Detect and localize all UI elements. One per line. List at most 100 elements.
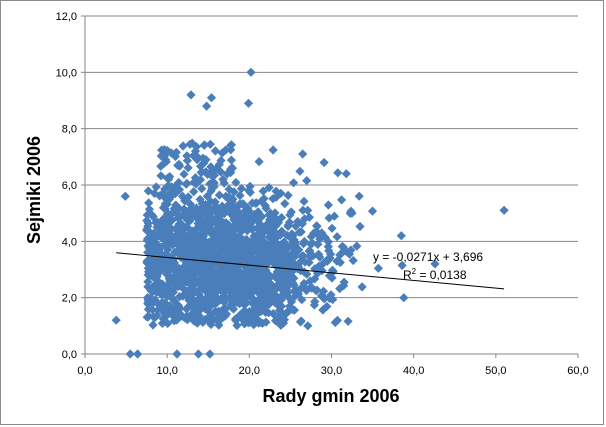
- data-point: [303, 321, 313, 331]
- data-point: [262, 223, 272, 233]
- data-point: [191, 142, 202, 152]
- data-point: [142, 225, 152, 236]
- data-point: [318, 286, 329, 296]
- data-point: [218, 292, 228, 302]
- data-point: [251, 272, 261, 282]
- data-point: [194, 290, 204, 300]
- data-point: [143, 293, 153, 303]
- data-point: [289, 178, 299, 188]
- data-point: [288, 247, 298, 257]
- data-point: [231, 263, 241, 273]
- data-point: [324, 271, 334, 281]
- data-point: [120, 191, 130, 201]
- data-point: [254, 157, 264, 167]
- data-point: [207, 270, 217, 280]
- data-point: [150, 295, 160, 305]
- data-point: [192, 316, 202, 326]
- data-point: [207, 242, 218, 252]
- data-point: [296, 316, 306, 326]
- data-point: [250, 239, 260, 249]
- data-point: [300, 257, 310, 267]
- data-point: [240, 262, 250, 272]
- data-point: [243, 318, 253, 328]
- data-point: [186, 90, 196, 100]
- data-point: [319, 294, 329, 304]
- data-point: [248, 298, 258, 308]
- data-point: [214, 190, 224, 200]
- data-point: [273, 294, 283, 304]
- data-point: [164, 284, 175, 294]
- data-point: [261, 203, 271, 213]
- data-point: [344, 249, 354, 259]
- data-point: [277, 226, 287, 236]
- data-point: [229, 215, 239, 225]
- data-point: [399, 293, 409, 303]
- data-point: [199, 295, 209, 305]
- data-point: [272, 267, 282, 277]
- data-point: [283, 259, 293, 269]
- data-point: [202, 265, 212, 275]
- data-point: [219, 266, 229, 276]
- data-point: [153, 305, 163, 315]
- x-tick-label: 20,0: [239, 365, 260, 377]
- trendline-group: [116, 252, 505, 290]
- data-point: [259, 242, 269, 253]
- data-point: [142, 312, 152, 322]
- data-point: [269, 255, 279, 265]
- data-point: [220, 304, 231, 314]
- data-point: [249, 304, 259, 314]
- data-point: [293, 216, 303, 227]
- data-point: [373, 263, 383, 273]
- data-point: [277, 252, 287, 262]
- data-point: [268, 309, 278, 319]
- data-point: [335, 284, 345, 294]
- data-point: [168, 287, 178, 297]
- data-point: [178, 141, 188, 151]
- data-point: [309, 300, 319, 310]
- data-point: [303, 205, 313, 215]
- data-point: [246, 67, 256, 77]
- data-point: [172, 275, 182, 285]
- data-point: [265, 272, 275, 282]
- data-point: [159, 308, 169, 318]
- data-point: [264, 183, 274, 193]
- data-point: [189, 268, 199, 278]
- data-point: [183, 192, 193, 202]
- data-point: [276, 240, 286, 250]
- data-point: [233, 224, 243, 234]
- data-point: [245, 181, 255, 191]
- data-point: [242, 292, 252, 302]
- data-point: [237, 295, 247, 305]
- data-point: [150, 270, 160, 280]
- data-point: [169, 203, 179, 214]
- data-point: [263, 218, 273, 228]
- data-point: [208, 170, 218, 181]
- data-point: [223, 279, 233, 289]
- data-point: [256, 262, 266, 272]
- data-point: [283, 190, 293, 200]
- data-point: [152, 265, 162, 275]
- data-point: [259, 254, 269, 264]
- data-point: [313, 239, 323, 249]
- data-point: [248, 235, 258, 245]
- data-point: [169, 296, 179, 306]
- data-point: [190, 312, 201, 322]
- data-point: [244, 287, 254, 297]
- data-point: [396, 231, 406, 241]
- data-point: [240, 248, 250, 258]
- data-point: [333, 168, 343, 178]
- data-point: [205, 349, 215, 359]
- data-point: [267, 221, 277, 231]
- data-point: [211, 286, 221, 296]
- data-point: [332, 315, 342, 325]
- data-point: [145, 298, 155, 308]
- data-point: [182, 215, 192, 225]
- data-point: [296, 283, 306, 293]
- data-point: [246, 267, 256, 277]
- data-point: [332, 256, 342, 266]
- data-point: [111, 315, 121, 325]
- data-point: [326, 249, 336, 259]
- y-tick-label: 6,0: [62, 180, 77, 192]
- data-point: [264, 299, 274, 309]
- data-point: [239, 306, 249, 316]
